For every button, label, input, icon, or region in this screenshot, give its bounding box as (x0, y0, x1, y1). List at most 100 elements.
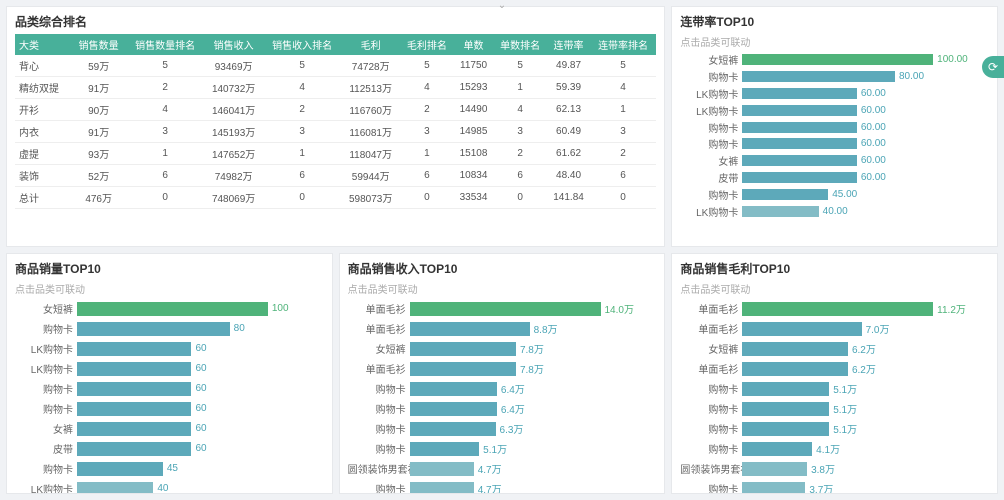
bar-value-label: 5.1万 (833, 401, 857, 416)
panel-title: 商品销售收入TOP10 (348, 260, 657, 277)
bar-row[interactable]: 圆领装饰男套衫3.8万 (680, 460, 987, 477)
bar-category-label: 购物卡 (680, 401, 742, 416)
bar-value-label: 60.00 (861, 138, 886, 149)
bar-row[interactable]: 购物卡60.00 (680, 137, 987, 151)
bar-row[interactable]: 购物卡5.1万 (680, 420, 987, 437)
collapse-toggle-icon[interactable]: ⌄ (498, 0, 506, 11)
bar-row[interactable]: 女裤60 (15, 420, 322, 437)
table-row[interactable]: 背心59万593469万574728万511750549.875 (15, 55, 656, 77)
bar-row[interactable]: 购物卡45.00 (680, 187, 987, 201)
table-row[interactable]: 内衣91万3145193万3116081万314985360.493 (15, 121, 656, 143)
bar-fill (77, 442, 191, 456)
table-cell: 48.40 (547, 165, 590, 187)
bar-row[interactable]: 女短裤100.00 (680, 53, 987, 67)
table-cell: 6 (263, 165, 342, 187)
bar-row[interactable]: 女裤60.00 (680, 154, 987, 168)
bar-category-label: 皮带 (680, 170, 742, 185)
bar-track: 60 (77, 342, 322, 356)
panel-title: 连带率TOP10 (680, 13, 989, 30)
bar-fill (410, 442, 480, 456)
bar-row[interactable]: 购物卡3.7万 (680, 480, 987, 494)
bar-value-label: 60 (195, 443, 206, 454)
bar-row[interactable]: 单面毛衫7.8万 (348, 360, 655, 377)
panel-title: 品类综合排名 (15, 13, 656, 30)
bar-row[interactable]: 皮带 60.00 (680, 171, 987, 185)
bar-row[interactable]: 单面毛衫8.8万 (348, 320, 655, 337)
bar-track: 80 (77, 322, 322, 336)
bar-row[interactable]: 购物卡6.4万 (348, 400, 655, 417)
bar-row[interactable]: 单面毛衫7.0万 (680, 320, 987, 337)
bar-row[interactable]: LK购物卡40.00 (680, 204, 987, 218)
bar-row[interactable]: LK购物卡60.00 (680, 87, 987, 101)
bar-row[interactable]: 购物卡60 (15, 380, 322, 397)
table-cell: 15108 (454, 143, 493, 165)
table-cell: 15293 (454, 77, 493, 99)
bar-fill (410, 422, 496, 436)
bar-row[interactable]: 单面毛衫11.2万 (680, 300, 987, 317)
panel-title: 商品销售毛利TOP10 (680, 260, 989, 277)
table-header-cell: 大类 (15, 34, 72, 55)
bar-category-label: 单面毛衫 (348, 301, 410, 316)
bar-track: 100 (77, 302, 322, 316)
table-cell: 11750 (454, 55, 493, 77)
bar-row[interactable]: 购物卡 5.1万 (680, 400, 987, 417)
bar-row[interactable]: 购物卡80 (15, 320, 322, 337)
bar-category-label: 购物卡 (680, 120, 742, 135)
table-cell: 59.39 (547, 77, 590, 99)
bar-row[interactable]: LK购物卡60.00 (680, 103, 987, 117)
bar-row[interactable]: 购物卡80.00 (680, 70, 987, 84)
table-cell: 141.84 (547, 187, 590, 209)
bar-fill (410, 462, 474, 476)
table-cell: 虚提 (15, 143, 72, 165)
bar-row[interactable]: 购物卡4.7万 (348, 480, 655, 494)
bar-row[interactable]: 购物卡60.00 (680, 120, 987, 134)
bar-category-label: 女短裤 (680, 341, 742, 356)
table-cell: 91万 (72, 121, 126, 143)
table-row[interactable]: 虚提93万1147652万1118047万115108261.622 (15, 143, 656, 165)
bar-track: 60 (77, 422, 322, 436)
bar-category-label: LK购物卡 (15, 481, 77, 494)
bar-row[interactable]: 女短裤7.8万 (348, 340, 655, 357)
bar-row[interactable]: 购物卡5.1万 (348, 440, 655, 457)
table-row[interactable]: 开衫90万4146041万2116760万214490462.131 (15, 99, 656, 121)
bar-category-label: LK购物卡 (15, 341, 77, 356)
table-cell: 2 (590, 143, 657, 165)
bar-track: 60 (77, 382, 322, 396)
table-cell: 33534 (454, 187, 493, 209)
bar-row[interactable]: 购物卡60 (15, 400, 322, 417)
bar-value-label: 60 (195, 383, 206, 394)
table-row[interactable]: 总计476万0748069万0598073万0335340141.840 (15, 187, 656, 209)
bar-row[interactable]: 单面毛衫6.2万 (680, 360, 987, 377)
bar-track: 60.00 (742, 155, 987, 166)
bar-row[interactable]: LK购物卡60 (15, 360, 322, 377)
bar-track: 100.00 (742, 54, 987, 65)
bar-row[interactable]: LK购物卡60 (15, 340, 322, 357)
bar-value-label: 60.00 (861, 172, 886, 183)
bar-row[interactable]: 女短裤100 (15, 300, 322, 317)
sales-volume-chart-panel: 商品销量TOP10 点击品类可联动 女短裤100购物卡80LK购物卡60LK购物… (6, 253, 333, 494)
bar-row[interactable]: 购物卡6.3万 (348, 420, 655, 437)
bar-row[interactable]: 购物卡5.1万 (680, 380, 987, 397)
bar-row[interactable]: LK购物卡40 (15, 480, 322, 494)
bar-row[interactable]: 购物卡6.4万 (348, 380, 655, 397)
bar-row[interactable]: 单面毛衫14.0万 (348, 300, 655, 317)
bar-row[interactable]: 女短裤6.2万 (680, 340, 987, 357)
bar-row[interactable]: 购物卡4.1万 (680, 440, 987, 457)
bar-track: 3.7万 (742, 481, 987, 494)
bar-value-label: 60 (195, 363, 206, 374)
table-row[interactable]: 装饰52万674982万659944万610834648.406 (15, 165, 656, 187)
bar-track: 40 (77, 482, 322, 495)
bar-category-label: 单面毛衫 (680, 321, 742, 336)
table-header-cell: 毛利排名 (400, 34, 454, 55)
bar-fill (742, 462, 807, 476)
table-header-cell: 单数 (454, 34, 493, 55)
bar-row[interactable]: 购物卡45 (15, 460, 322, 477)
panel-subtitle: 点击品类可联动 (680, 281, 989, 296)
bar-row[interactable]: 圆领装饰男套衫4.7万 (348, 460, 655, 477)
bar-fill (742, 172, 856, 183)
bar-category-label: 女短裤 (15, 301, 77, 316)
bar-category-label: 圆领装饰男套衫 (680, 461, 742, 476)
bar-track: 6.2万 (742, 361, 987, 376)
table-row[interactable]: 精纺双提91万2140732万4112513万415293159.394 (15, 77, 656, 99)
bar-row[interactable]: 皮带60 (15, 440, 322, 457)
